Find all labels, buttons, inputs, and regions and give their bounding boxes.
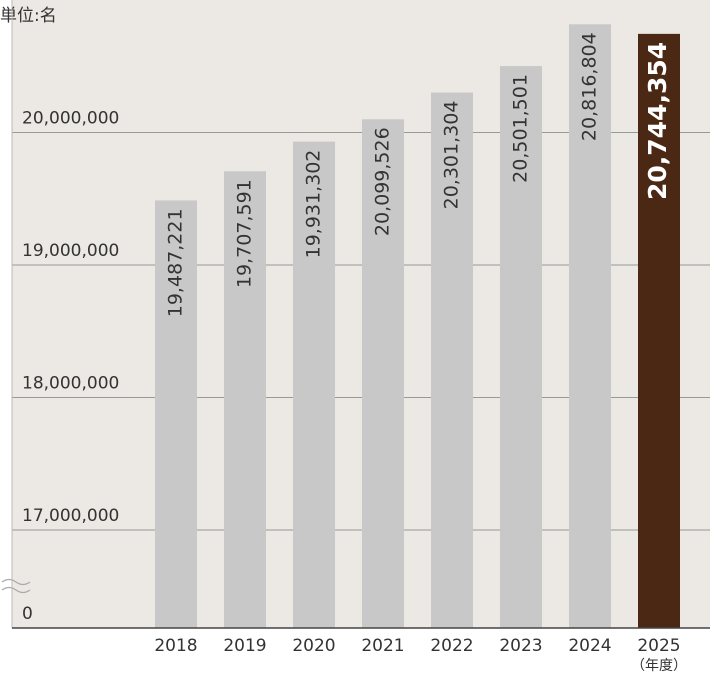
bar [155,200,197,628]
axis-break [1,578,31,594]
chart-title: 単位:名 [0,6,57,26]
value-label: 20,099,526 [372,127,394,236]
bar [431,92,473,629]
x-tick-label: 2024 [568,636,611,656]
break-wave [1,578,31,586]
value-label: 20,301,304 [441,101,463,210]
bar [224,171,266,628]
bar [293,141,335,628]
y-tick-label: 20,000,000 [22,109,119,129]
x-tick-label: 2022 [430,636,473,656]
x-tick-label: 2023 [499,636,542,656]
x-unit-label: （年度） [631,658,687,674]
x-tick-label: 2018 [154,636,197,656]
value-label: 20,501,501 [510,74,532,183]
x-tick-label: 2020 [292,636,335,656]
break-wave [1,586,31,594]
y-tick-label: 17,000,000 [22,506,119,526]
x-tick-label: 2019 [223,636,266,656]
y-tick-label: 0 [22,604,33,624]
value-label: 19,487,221 [165,208,187,317]
bar [638,33,680,628]
value-label: 19,931,302 [303,150,325,259]
value-label: 19,707,591 [234,179,256,288]
y-tick-label: 18,000,000 [22,374,119,394]
bar [362,119,404,628]
value-label: 20,816,804 [579,32,601,141]
x-tick-label: 2021 [361,636,404,656]
x-tick-label: 2025 [637,636,680,656]
y-tick-label: 19,000,000 [22,241,119,261]
bar [500,66,542,628]
bar [569,24,611,628]
value-label: 20,744,354 [643,42,672,200]
